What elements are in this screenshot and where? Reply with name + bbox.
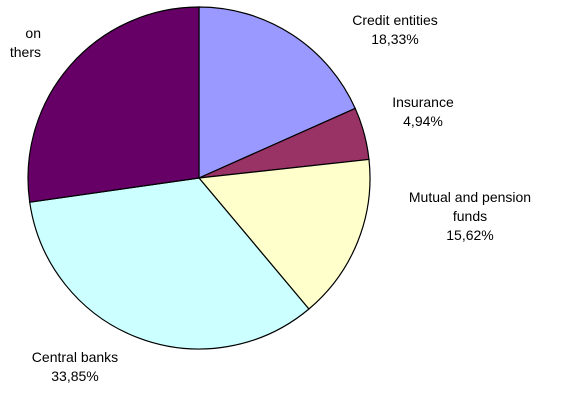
slice-labels: Credit entities 18,33% Insurance 4,94% Mutua… xyxy=(10,12,531,384)
slice-label-0-0: Credit entities xyxy=(352,12,438,28)
slice-label-2-0: Mutual and pension xyxy=(409,189,531,205)
pie-slices xyxy=(27,6,371,350)
slice-label-4-0: on xyxy=(25,25,41,41)
pie-slice-3 xyxy=(29,177,310,350)
slice-value-label-0: 18,33% xyxy=(371,31,418,47)
slice-label-4-1: thers xyxy=(10,44,41,60)
slice-value-label-2: 15,62% xyxy=(446,227,493,243)
pie-slice-0 xyxy=(198,6,356,179)
slice-value-label-3: 33,85% xyxy=(51,368,98,384)
slice-label-1-0: Insurance xyxy=(392,94,454,110)
slice-label-3-0: Central banks xyxy=(32,349,118,365)
slice-value-label-1: 4,94% xyxy=(403,113,443,129)
pie-slice-4 xyxy=(27,6,200,203)
slice-label-2-1: funds xyxy=(453,208,487,224)
pie-slice-2 xyxy=(197,158,371,310)
